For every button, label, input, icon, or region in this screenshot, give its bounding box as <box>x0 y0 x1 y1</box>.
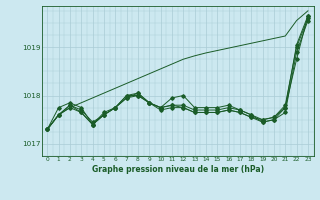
X-axis label: Graphe pression niveau de la mer (hPa): Graphe pression niveau de la mer (hPa) <box>92 165 264 174</box>
